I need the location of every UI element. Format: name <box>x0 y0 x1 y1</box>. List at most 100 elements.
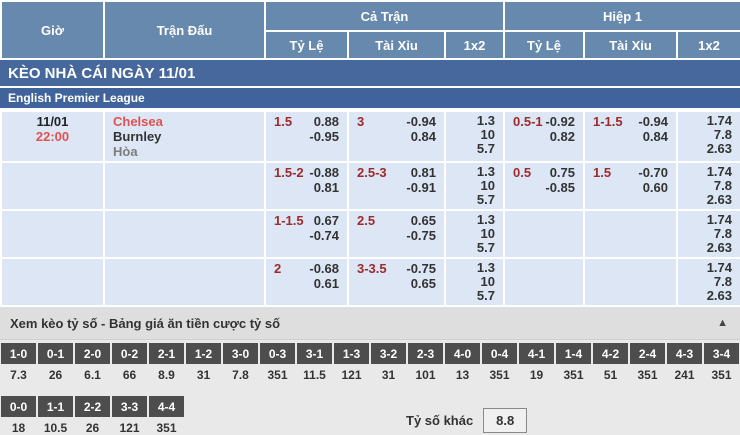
away-team[interactable]: Burnley <box>113 129 162 144</box>
odds-value[interactable]: -0.68 <box>309 261 339 276</box>
odds-value[interactable]: -0.94 <box>638 114 668 129</box>
odds-value[interactable]: 0.65 <box>410 276 436 291</box>
odds-value[interactable]: 5.7 <box>476 141 495 156</box>
odds-value[interactable]: 10 <box>480 127 495 142</box>
score-odds-value[interactable]: 66 <box>122 368 137 382</box>
score-odds-cell[interactable]: 1-2 31 <box>186 343 221 385</box>
score-odds-value[interactable]: 351 <box>637 368 658 382</box>
score-odds-cell[interactable]: 0-3 351 <box>260 343 295 385</box>
odds-value[interactable]: 0.75 <box>549 165 575 180</box>
score-odds-cell[interactable]: 4-2 51 <box>593 343 628 385</box>
odds-value[interactable]: 1.74 <box>706 260 732 275</box>
odds-value[interactable]: 0.88 <box>313 114 339 129</box>
score-odds-value[interactable]: 121 <box>341 368 362 382</box>
score-odds-cell[interactable]: 3-3 121 <box>112 396 147 435</box>
odds-value[interactable]: 0.60 <box>642 180 668 195</box>
score-odds-cell[interactable]: 0-0 18 <box>1 396 36 435</box>
score-odds-value[interactable]: 11.5 <box>303 368 326 382</box>
odds-value[interactable]: 7.8 <box>713 226 732 241</box>
odds-value[interactable]: 1.3 <box>476 113 495 128</box>
odds-value[interactable]: 7.8 <box>713 274 732 289</box>
odds-value[interactable]: 10 <box>480 178 495 193</box>
odds-value[interactable]: -0.70 <box>638 165 668 180</box>
score-odds-cell[interactable]: 1-0 7.3 <box>1 343 36 385</box>
collapse-arrow-icon[interactable]: ▲ <box>717 317 728 329</box>
score-odds-cell[interactable]: 1-3 121 <box>334 343 369 385</box>
odds-value[interactable]: 0.84 <box>410 129 436 144</box>
score-odds-cell[interactable]: 2-4 351 <box>630 343 665 385</box>
odds-value[interactable]: -0.75 <box>406 261 436 276</box>
match-cell[interactable]: Chelsea Burnley Hòa <box>103 110 266 163</box>
score-odds-value[interactable]: 8.9 <box>158 368 175 382</box>
odds-value[interactable]: 0.81 <box>410 165 436 180</box>
odds-value[interactable]: -0.85 <box>545 180 575 195</box>
odds-value[interactable]: 0.82 <box>549 129 575 144</box>
odds-value[interactable]: 2.63 <box>706 192 732 207</box>
score-odds-value[interactable]: 18 <box>11 421 26 435</box>
odds-value[interactable]: 1.3 <box>476 164 495 179</box>
score-odds-cell[interactable]: 0-1 26 <box>38 343 73 385</box>
score-odds-cell[interactable]: 3-2 31 <box>371 343 406 385</box>
score-odds-value[interactable]: 6.1 <box>84 368 101 382</box>
odds-value[interactable]: 0.84 <box>642 129 668 144</box>
score-odds-cell[interactable]: 1-4 351 <box>556 343 591 385</box>
score-odds-value[interactable]: 31 <box>196 368 211 382</box>
score-odds-cell[interactable]: 2-2 26 <box>75 396 110 435</box>
odds-value[interactable]: 0.61 <box>313 276 339 291</box>
odds-value[interactable]: 1.3 <box>476 260 495 275</box>
odds-value[interactable]: 0.81 <box>313 180 339 195</box>
odds-value[interactable]: -0.75 <box>406 228 436 243</box>
odds-value[interactable]: -0.94 <box>406 114 436 129</box>
odds-value[interactable]: 7.8 <box>713 127 732 142</box>
odds-value[interactable]: 2.63 <box>706 240 732 255</box>
score-odds-value[interactable]: 351 <box>489 368 510 382</box>
score-odds-value[interactable]: 241 <box>674 368 695 382</box>
odds-value[interactable]: 0.67 <box>313 213 339 228</box>
home-team[interactable]: Chelsea <box>113 114 163 129</box>
score-odds-cell[interactable]: 2-1 8.9 <box>149 343 184 385</box>
score-odds-value[interactable]: 351 <box>563 368 584 382</box>
score-odds-value[interactable]: 26 <box>85 421 100 435</box>
odds-value[interactable]: 1.3 <box>476 212 495 227</box>
score-odds-cell[interactable]: 0-2 66 <box>112 343 147 385</box>
score-odds-cell[interactable]: 4-1 19 <box>519 343 554 385</box>
odds-value[interactable]: -0.74 <box>309 228 339 243</box>
odds-value[interactable]: -0.95 <box>309 129 339 144</box>
score-odds-cell[interactable]: 1-1 10.5 <box>38 396 73 435</box>
score-odds-cell[interactable]: 2-0 6.1 <box>75 343 110 385</box>
odds-value[interactable]: 2.63 <box>706 288 732 303</box>
odds-value[interactable]: 0.65 <box>410 213 436 228</box>
score-odds-cell[interactable]: 2-3 101 <box>408 343 443 385</box>
score-odds-value[interactable]: 26 <box>48 368 63 382</box>
odds-value[interactable]: 1.74 <box>706 212 732 227</box>
score-odds-cell[interactable]: 3-4 351 <box>704 343 739 385</box>
odds-value[interactable]: 1.74 <box>706 164 732 179</box>
score-odds-cell[interactable]: 4-4 351 <box>149 396 184 435</box>
score-odds-cell[interactable]: 4-3 241 <box>667 343 702 385</box>
score-odds-value[interactable]: 101 <box>415 368 436 382</box>
odds-value[interactable]: 5.7 <box>476 240 495 255</box>
score-odds-value[interactable]: 351 <box>267 368 288 382</box>
odds-value[interactable]: 5.7 <box>476 288 495 303</box>
odds-value[interactable]: 5.7 <box>476 192 495 207</box>
score-odds-cell[interactable]: 4-0 13 <box>445 343 480 385</box>
score-odds-value[interactable]: 351 <box>156 421 177 435</box>
score-odds-value[interactable]: 19 <box>529 368 544 382</box>
score-odds-cell[interactable]: 0-4 351 <box>482 343 517 385</box>
other-score-odds-box[interactable]: 8.8 <box>483 408 528 433</box>
odds-value[interactable]: 7.8 <box>713 178 732 193</box>
odds-value[interactable]: -0.92 <box>545 114 575 129</box>
odds-value[interactable]: -0.88 <box>309 165 339 180</box>
score-odds-value[interactable]: 351 <box>711 368 732 382</box>
odds-value[interactable]: -0.91 <box>406 180 436 195</box>
score-odds-cell[interactable]: 3-0 7.8 <box>223 343 258 385</box>
odds-value[interactable]: 10 <box>480 274 495 289</box>
odds-value[interactable]: 10 <box>480 226 495 241</box>
score-odds-value[interactable]: 7.8 <box>232 368 249 382</box>
score-odds-value[interactable]: 31 <box>381 368 396 382</box>
score-odds-value[interactable]: 10.5 <box>43 421 68 435</box>
score-odds-value[interactable]: 51 <box>603 368 618 382</box>
league-title-bar[interactable]: English Premier League <box>0 88 740 110</box>
odds-value[interactable]: 1.74 <box>706 113 732 128</box>
score-odds-value[interactable]: 13 <box>455 368 470 382</box>
